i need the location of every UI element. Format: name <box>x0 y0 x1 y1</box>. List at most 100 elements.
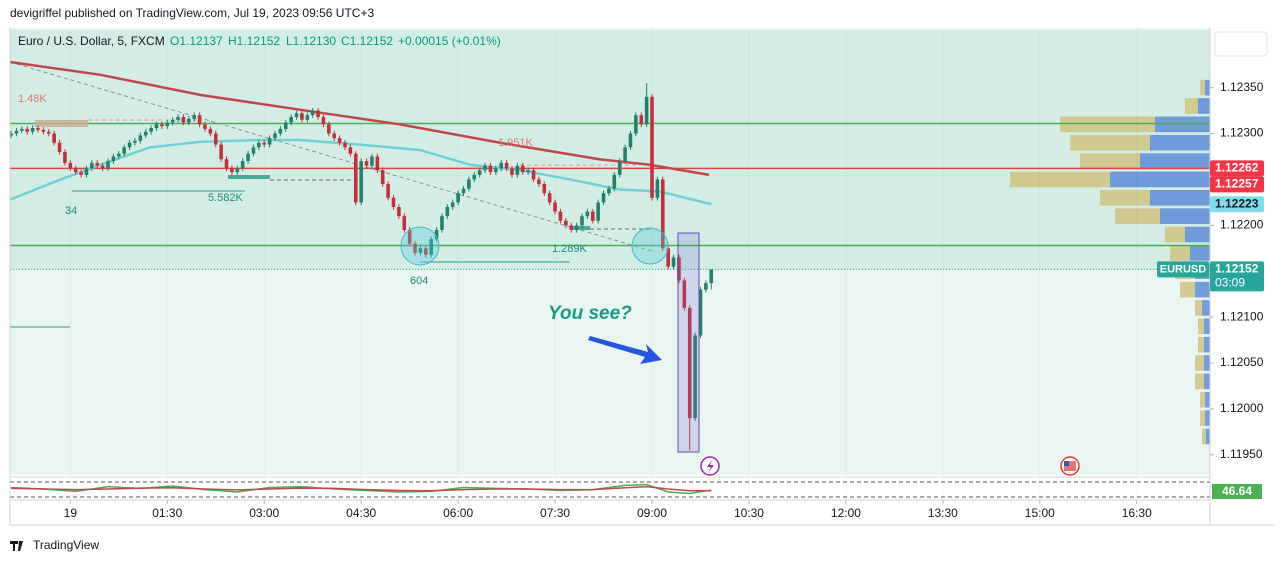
candle-body <box>305 115 310 120</box>
candle-body <box>445 206 450 217</box>
candle-body <box>488 165 493 173</box>
candle-body <box>267 138 272 145</box>
profile-up <box>1155 116 1210 133</box>
candle-body <box>574 225 579 230</box>
profile-up <box>1195 281 1210 298</box>
candle-body <box>160 124 164 127</box>
legend-low: L1.12130 <box>286 34 336 48</box>
profile-down <box>1195 373 1204 390</box>
x-tick-label: 01:30 <box>152 506 182 520</box>
candle-body <box>143 131 148 136</box>
profile-up <box>1204 318 1210 335</box>
candle-body <box>321 117 326 125</box>
annotation: 1.289K <box>552 243 588 255</box>
candle-body <box>682 280 687 308</box>
y-tick-label: 1.12050 <box>1220 355 1264 369</box>
zone-box <box>35 120 88 127</box>
candle-body <box>262 142 267 145</box>
profile-down <box>1170 245 1190 261</box>
candle-body <box>380 170 385 185</box>
candle-body <box>213 133 218 145</box>
candle-body <box>20 128 24 131</box>
candle-body <box>133 140 137 143</box>
candle-body <box>483 165 487 171</box>
profile-down <box>1165 226 1185 243</box>
candle-body <box>283 122 288 129</box>
candle-body <box>111 156 116 162</box>
legend: Euro / U.S. Dollar, 5, FXCM O1.12137 H1.… <box>18 34 501 48</box>
profile-down <box>1115 208 1160 224</box>
candle-body <box>461 188 466 194</box>
price-tag-bg <box>1210 176 1264 193</box>
y-tick-label: 1.12100 <box>1220 309 1264 323</box>
candle-body <box>246 153 250 162</box>
price-tag: 1.12223 <box>1215 196 1259 210</box>
candle-body <box>693 335 697 419</box>
candle-body <box>95 162 100 166</box>
candle-body <box>165 122 170 127</box>
candle-body <box>57 142 62 152</box>
candle-body <box>542 184 547 194</box>
candle-body <box>499 162 504 169</box>
candle-body <box>623 147 627 162</box>
y-tick-label: 1.12300 <box>1220 126 1264 140</box>
legend-close: C1.12152 <box>341 34 393 48</box>
x-tick-label: 12:00 <box>831 506 861 520</box>
candle-body <box>154 124 159 129</box>
candle-body <box>25 128 30 132</box>
profile-up <box>1150 190 1210 206</box>
candle-body <box>687 307 692 419</box>
price-pane <box>10 28 1210 475</box>
flag-glyph <box>1064 461 1069 466</box>
candle-body <box>413 243 417 253</box>
candle-body <box>316 110 320 118</box>
candle-body <box>402 216 407 230</box>
candle-body <box>650 96 654 198</box>
event-icon-glyph <box>707 460 714 473</box>
candle-body <box>122 147 126 154</box>
candle-body <box>515 165 520 175</box>
candle-body <box>310 110 315 116</box>
candle-body <box>617 161 622 175</box>
zone-box <box>228 175 270 179</box>
candle-body <box>332 133 337 139</box>
candle-body <box>364 161 369 166</box>
moving-averages <box>9 60 712 206</box>
candle-body <box>429 239 433 255</box>
candle-body <box>677 257 681 281</box>
profile-down <box>1200 391 1205 408</box>
candle-body <box>585 211 590 217</box>
candle-body <box>208 128 213 134</box>
candle-body <box>644 96 649 125</box>
candle-body <box>289 117 293 123</box>
candle-body <box>391 197 396 207</box>
profile-up <box>1205 79 1210 96</box>
footer-text: TradingView <box>33 538 99 552</box>
profile-down <box>1180 281 1195 298</box>
candle-body <box>698 289 703 336</box>
candle-body <box>477 170 482 175</box>
profile-up <box>1205 391 1210 408</box>
candle-body <box>628 133 633 148</box>
candle-body <box>370 156 374 166</box>
x-tick-label: 10:30 <box>734 506 764 520</box>
annotation: 604 <box>410 275 428 287</box>
x-tick-label: 04:30 <box>346 506 376 520</box>
candle-body <box>197 115 202 125</box>
candle-body <box>203 124 207 129</box>
profile-up <box>1205 410 1210 426</box>
candle-body <box>219 144 223 160</box>
candle-body <box>116 153 121 157</box>
candle-body <box>41 129 46 132</box>
profile-up <box>1198 98 1210 114</box>
legend-open: O1.12137 <box>170 34 223 48</box>
candle-body <box>375 156 380 171</box>
osc-tag: 46.64 <box>1222 484 1252 498</box>
circle-marker <box>400 226 440 266</box>
candle-body <box>504 162 509 169</box>
candle-body <box>558 211 563 221</box>
axis-button[interactable] <box>1214 31 1268 57</box>
candle-body <box>176 117 180 120</box>
profile-down <box>1080 153 1140 169</box>
